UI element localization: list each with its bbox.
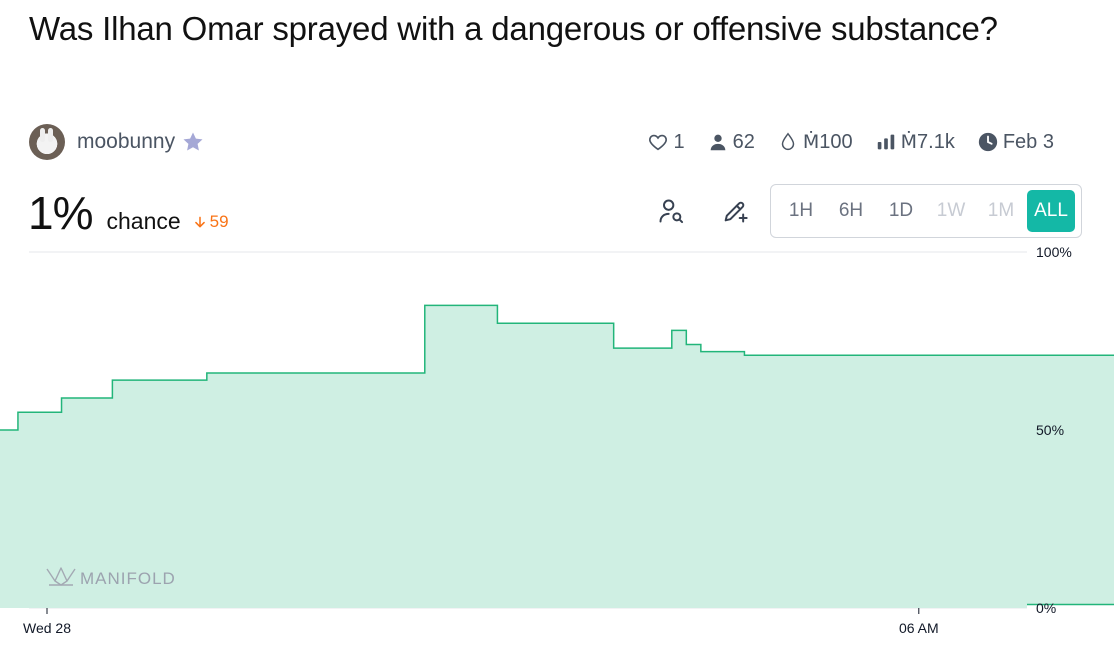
close-date: Feb 3 xyxy=(1002,130,1054,153)
probability-chart[interactable]: MANIFOLD 0% 50% 100% Wed 28 06 AM xyxy=(0,240,1114,646)
probability-change: 59 xyxy=(193,212,229,232)
user-search-icon xyxy=(659,199,684,224)
probability-area xyxy=(0,305,1114,608)
y-tick-label: 0% xyxy=(1036,600,1056,616)
y-tick-label: 50% xyxy=(1036,422,1064,438)
chart-tools xyxy=(656,196,750,226)
volume-stat[interactable]: Ṁ7.1k xyxy=(875,131,955,154)
time-range-selector: 1H 6H 1D 1W 1M ALL xyxy=(770,184,1082,238)
x-tick-label: 06 AM xyxy=(899,620,939,636)
probability-display: 1% chance 59 xyxy=(28,186,229,240)
manifold-logo-icon xyxy=(46,567,76,586)
manifold-watermark: MANIFOLD xyxy=(46,567,176,588)
author-name[interactable]: moobunny xyxy=(77,130,176,153)
probability-line xyxy=(0,304,1114,606)
star-icon xyxy=(183,132,203,151)
market-stats: 1 62 Ṁ100 Ṁ7.1k Feb 3 xyxy=(647,126,1054,158)
chart-axes: 0% 50% 100% Wed 28 06 AM xyxy=(23,244,1072,636)
range-6h-button[interactable]: 6H xyxy=(838,200,864,221)
watermark-text: MANIFOLD xyxy=(80,569,176,588)
add-annotation-button[interactable] xyxy=(720,196,750,226)
liquidity-amount: 100 xyxy=(819,130,853,153)
arrow-down-icon xyxy=(194,216,205,228)
traders-stat[interactable]: 62 xyxy=(707,131,755,154)
x-tick-label: Wed 28 xyxy=(23,620,71,636)
range-1w-button[interactable]: 1W xyxy=(936,200,966,221)
range-1h-button[interactable]: 1H xyxy=(788,200,814,221)
likes-stat[interactable]: 1 xyxy=(647,130,685,154)
user-icon xyxy=(710,134,725,151)
market-title: Was Ilhan Omar sprayed with a dangerous … xyxy=(29,10,998,47)
traders-count: 62 xyxy=(732,130,755,153)
range-all-button[interactable]: ALL xyxy=(1027,190,1075,232)
range-1d-button[interactable]: 1D xyxy=(888,200,914,221)
pencil-plus-icon xyxy=(724,201,748,223)
avatar[interactable] xyxy=(29,124,65,160)
find-user-button[interactable] xyxy=(656,196,686,226)
close-date-stat[interactable]: Feb 3 xyxy=(977,131,1054,154)
volume-amount: 7.1k xyxy=(917,130,955,153)
bar-chart-icon xyxy=(877,134,894,150)
range-1m-button[interactable]: 1M xyxy=(987,200,1015,221)
probability-value: 1% xyxy=(28,187,93,239)
liquidity-stat[interactable]: Ṁ100 xyxy=(777,131,853,154)
probability-change-value: 59 xyxy=(209,212,229,231)
clock-icon xyxy=(978,132,998,152)
mana-symbol: Ṁ xyxy=(802,130,820,153)
likes-count: 1 xyxy=(673,130,685,153)
probability-label: chance xyxy=(106,208,181,234)
mana-symbol: Ṁ xyxy=(900,130,918,153)
y-tick-label: 100% xyxy=(1036,244,1072,260)
droplet-icon xyxy=(781,132,795,150)
heart-icon xyxy=(649,134,668,151)
author-info[interactable]: moobunny xyxy=(29,124,205,160)
